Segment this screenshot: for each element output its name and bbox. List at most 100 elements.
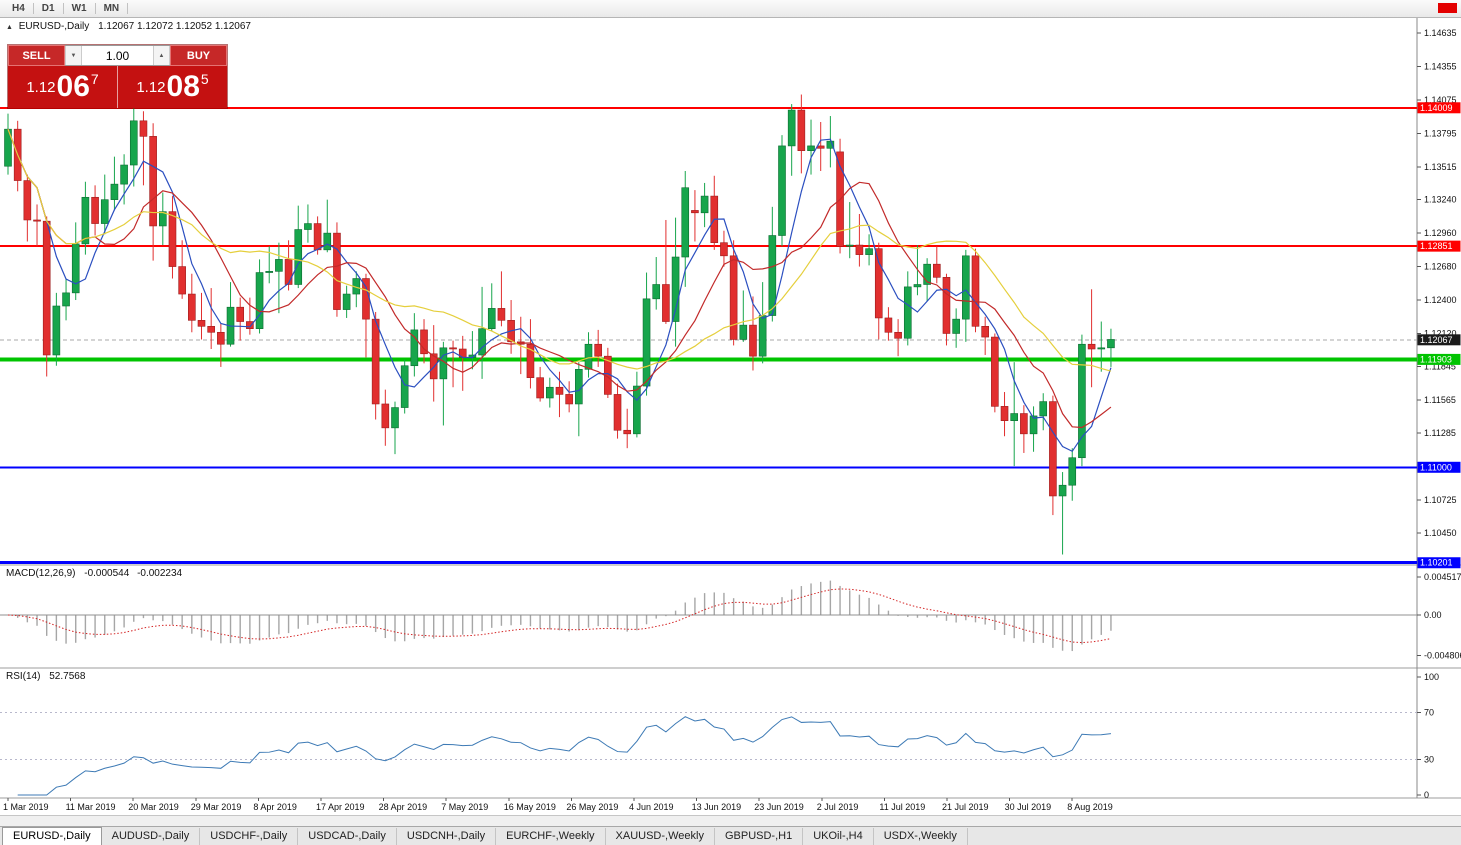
price-tick-label: 1.12960 [1424,228,1457,238]
rsi-name: RSI(14) [6,671,41,682]
date-label: 20 Mar 2019 [128,802,179,812]
svg-text:1.11903: 1.11903 [1420,354,1452,364]
buy-price-box[interactable]: 1.12 08 5 [117,66,227,108]
svg-text:1.12067: 1.12067 [1420,335,1453,345]
tab-USDCAD-,Daily[interactable]: USDCAD-,Daily [298,828,397,845]
macd-axis-label: -0.004806 [1424,650,1461,660]
macd-axis-label: 0.00 [1424,610,1442,620]
date-label: 13 Jun 2019 [692,802,742,812]
date-label: 7 May 2019 [441,802,488,812]
svg-text:1.12851: 1.12851 [1420,241,1453,251]
date-label: 28 Apr 2019 [379,802,428,812]
buy-price-big-digits: 08 [166,70,200,103]
tab-EURCHF-,Weekly[interactable]: EURCHF-,Weekly [496,828,606,845]
sell-price-prefix: 1.12 [26,78,56,96]
horizontal-scrollbar[interactable] [0,815,1461,826]
date-label: 8 Aug 2019 [1067,802,1113,812]
svg-text:1.10201: 1.10201 [1420,558,1453,568]
sell-button[interactable]: SELL [8,45,65,66]
macd-pane: 0.004517 0.00 -0.004806 [0,572,1461,660]
timeframe-button-W1[interactable]: W1 [71,3,87,14]
price-axis[interactable]: 1.14635 1.14355 1.14075 1.13795 1.13515 1.132… [1417,28,1457,538]
timeframe-toolbar: H4 D1 W1 MN [0,0,1461,18]
price-tick-label: 1.12400 [1424,295,1457,305]
tab-GBPUSD-,H1[interactable]: GBPUSD-,H1 [715,828,804,845]
volume-decrease-icon[interactable]: ▼ [65,46,82,65]
date-label: 8 Apr 2019 [253,802,297,812]
chart-symbol-label: EURUSD-,Daily [18,21,90,32]
macd-value: -0.000544 [84,568,130,579]
macd-name: MACD(12,26,9) [6,568,76,579]
date-label: 11 Jul 2019 [879,802,925,812]
date-label: 2 Jul 2019 [817,802,859,812]
buy-price-pip: 5 [200,71,209,87]
tab-AUDUSD-,Daily[interactable]: AUDUSD-,Daily [102,828,201,845]
sell-price-big-digits: 06 [56,70,90,103]
svg-text:1.11000: 1.11000 [1420,462,1452,472]
date-label: 21 Jul 2019 [942,802,989,812]
candles-layer [4,94,1115,555]
chart-ohlc-values: 1.12067 1.12072 1.12052 1.12067 [98,21,251,32]
rsi-axis-label: 70 [1424,707,1434,717]
price-tick-label: 1.13515 [1424,162,1457,172]
toolbar-divider [62,3,64,14]
buy-price-prefix: 1.12 [136,78,166,96]
timeframe-button-D1[interactable]: D1 [41,3,55,14]
timeframe-button-MN[interactable]: MN [103,3,120,14]
axis-price-labels: 1.14009 1.12851 1.11903 1.11000 1.10201 1.120… [1417,102,1461,569]
date-label: 4 Jun 2019 [629,802,674,812]
timeframe-button-H4[interactable]: H4 [12,3,25,14]
price-tick-label: 1.14635 [1424,28,1457,38]
price-tick-label: 1.10450 [1424,528,1457,538]
price-tick-label: 1.13240 [1424,195,1457,205]
price-tick-label: 1.11845 [1424,361,1456,371]
rsi-axis-label: 100 [1424,672,1439,682]
tab-EURUSD-,Daily[interactable]: EURUSD-,Daily [2,827,102,845]
toolbar-divider [32,3,34,14]
date-label: 29 Mar 2019 [191,802,242,812]
timeframe-buttons: H4 D1 W1 MN [4,1,129,16]
chart-title: ▲ EURUSD-,Daily 1.12067 1.12072 1.12052 … [6,21,251,32]
price-chart-canvas[interactable]: 1.14635 1.14355 1.14075 1.13795 1.13515 1.132… [0,18,1461,815]
date-label: 16 May 2019 [504,802,556,812]
trade-controls-row: SELL ▼ 1.00 ▲ BUY [8,45,227,66]
date-label: 11 Mar 2019 [66,802,116,812]
volume-input[interactable]: 1.00 [105,48,130,63]
toolbar-divider [94,3,96,14]
rsi-line [17,716,1112,796]
price-tick-label: 1.13795 [1424,128,1457,138]
rsi-pane: 100 70 30 0 [0,672,1439,800]
chart-tabs-bar: EURUSD-,Daily AUDUSD-,Daily USDCHF-,Daily U… [0,826,1461,845]
ma-line-5 [7,128,1112,453]
volume-stepper: ▼ 1.00 ▲ [65,45,170,66]
date-label: 26 May 2019 [566,802,618,812]
svg-text:1.14009: 1.14009 [1420,103,1453,113]
rsi-value: 52.7568 [49,671,86,682]
ma-line-10 [7,128,1112,429]
volume-increase-icon[interactable]: ▲ [153,46,170,65]
price-tick-label: 1.11565 [1424,395,1456,405]
trade-quote-row: 1.12 06 7 1.12 08 5 [8,66,227,108]
date-label: 1 Mar 2019 [3,802,49,812]
top-right-red-indicator [1438,3,1457,13]
level-lines[interactable] [0,106,1417,565]
price-tick-label: 1.10725 [1424,495,1457,505]
tab-USDX-,Weekly[interactable]: USDX-,Weekly [874,828,968,845]
price-tick-label: 1.11285 [1424,428,1456,438]
sell-price-box[interactable]: 1.12 06 7 [8,66,117,108]
price-tick-label: 1.12680 [1424,262,1457,272]
tab-UKOil-,H4[interactable]: UKOil-,H4 [803,828,874,845]
collapse-triangle-icon[interactable]: ▲ [6,24,13,31]
tab-USDCHF-,Daily[interactable]: USDCHF-,Daily [200,828,299,845]
date-label: 30 Jul 2019 [1005,802,1052,812]
macd-signal-line [7,588,1112,644]
ma-line-20 [7,128,1112,372]
rsi-axis-label: 30 [1424,755,1434,765]
buy-button[interactable]: BUY [170,45,227,66]
tab-XAUUSD-,Weekly[interactable]: XAUUSD-,Weekly [606,828,715,845]
date-axis[interactable]: 1 Mar 2019 11 Mar 2019 20 Mar 2019 29 Mar 2… [3,798,1113,812]
rsi-indicator-label: RSI(14) 52.7568 [6,671,85,682]
date-label: 17 Apr 2019 [316,802,365,812]
tab-USDCNH-,Daily[interactable]: USDCNH-,Daily [397,828,497,845]
